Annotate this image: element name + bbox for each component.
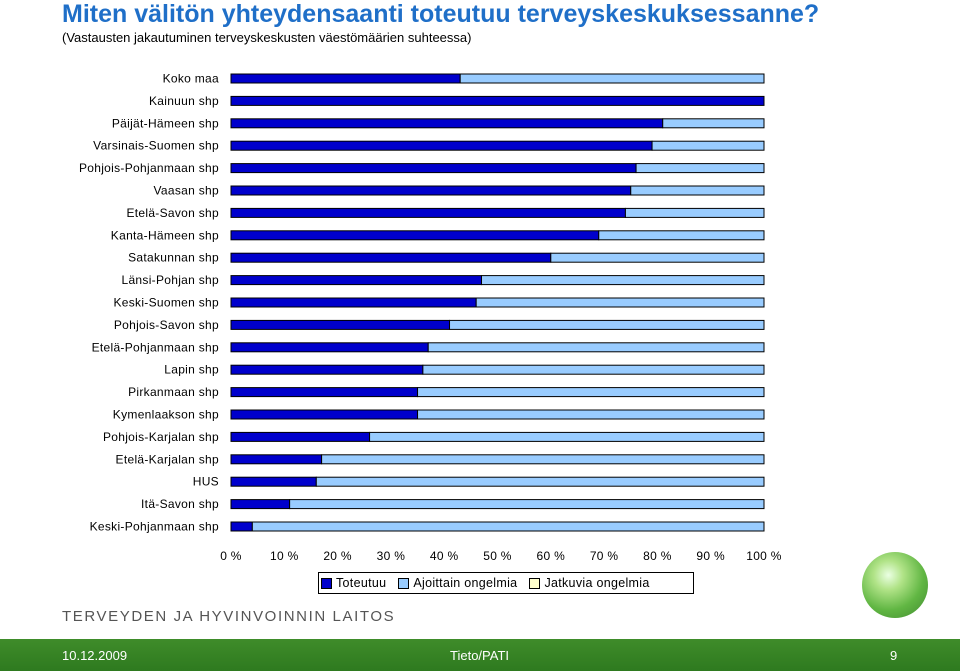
category-label: Pohjois-Savon shp xyxy=(114,318,219,332)
bar-segment-ajoittain xyxy=(449,319,765,330)
category-label: Lapin shp xyxy=(164,363,219,377)
category-label: Satakunnan shp xyxy=(128,251,219,265)
legend-item-jatkuvia: Jatkuvia ongelmia xyxy=(529,576,649,590)
bar-segment-toteutuu xyxy=(230,95,765,106)
bar-segment-toteutuu xyxy=(230,185,632,196)
bar-segment-toteutuu xyxy=(230,499,291,510)
category-label: Pohjois-Karjalan shp xyxy=(103,430,219,444)
category-label: Etelä-Karjalan shp xyxy=(116,452,219,466)
bar-segment-ajoittain xyxy=(662,118,765,129)
category-label: Vaasan shp xyxy=(154,184,220,198)
bar-segment-ajoittain xyxy=(481,275,765,286)
bar-chart: Koko maa Kainuun shp Päijät-Hämeen shp Vars… xyxy=(79,72,782,564)
globe-logo-icon xyxy=(862,552,928,618)
legend-label-toteutuu: Toteutuu xyxy=(336,576,387,590)
bar-segment-ajoittain xyxy=(422,364,765,375)
bar-segment-ajoittain xyxy=(630,185,765,196)
bar-segment-ajoittain xyxy=(289,499,765,510)
bar-segment-ajoittain xyxy=(624,207,765,218)
category-label: Keski-Pohjanmaan shp xyxy=(90,520,219,534)
footer-bar xyxy=(0,639,960,671)
bar-segment-toteutuu xyxy=(230,252,552,263)
category-label: Pirkanmaan shp xyxy=(128,385,219,399)
x-tick-label: 90 % xyxy=(696,549,725,563)
x-tick-label: 100 % xyxy=(746,549,782,563)
category-label: Länsi-Pohjan shp xyxy=(121,273,219,287)
bar-segment-toteutuu xyxy=(230,476,317,487)
legend-item-toteutuu: Toteutuu xyxy=(321,576,386,590)
category-label: Päijät-Hämeen shp xyxy=(112,116,219,130)
bar-segment-toteutuu xyxy=(230,521,253,532)
legend-label-ajoittain: Ajoittain ongelmia xyxy=(413,576,518,590)
footer-source: Tieto/PATI xyxy=(450,648,509,663)
bar-segment-toteutuu xyxy=(230,409,419,420)
category-label: Keski-Suomen shp xyxy=(113,296,219,310)
bar-segment-ajoittain xyxy=(321,454,765,465)
bar-segment-toteutuu xyxy=(230,342,429,353)
bar-segment-toteutuu xyxy=(230,163,637,174)
category-label: Kymenlaakson shp xyxy=(113,408,219,422)
bar-segment-ajoittain xyxy=(315,476,765,487)
bar-segment-toteutuu xyxy=(230,230,600,241)
bar-segment-toteutuu xyxy=(230,297,477,308)
legend-label-jatkuvia: Jatkuvia ongelmia xyxy=(544,576,650,590)
category-label: Itä-Savon shp xyxy=(141,497,219,511)
bar-segment-toteutuu xyxy=(230,454,323,465)
legend-swatch-ajoittain xyxy=(398,577,410,589)
bar-segment-ajoittain xyxy=(475,297,765,308)
bar-segment-ajoittain xyxy=(459,73,765,84)
bar-segment-toteutuu xyxy=(230,387,419,398)
bar-segment-toteutuu xyxy=(230,319,451,330)
page-number: 9 xyxy=(890,648,898,663)
x-tick-label: 70 % xyxy=(590,549,619,563)
bar-segment-toteutuu xyxy=(230,73,461,84)
category-label: Kanta-Hämeen shp xyxy=(111,228,219,242)
category-label: HUS xyxy=(193,475,219,489)
bar-segment-ajoittain xyxy=(598,230,765,241)
bar-segment-ajoittain xyxy=(251,521,765,532)
bar-segment-ajoittain xyxy=(651,140,765,151)
category-label: Kainuun shp xyxy=(149,94,219,108)
x-tick-label: 0 % xyxy=(220,549,242,563)
legend-item-ajoittain: Ajoittain ongelmia xyxy=(398,576,517,590)
bar-segment-toteutuu xyxy=(230,140,653,151)
bar-segment-ajoittain xyxy=(369,431,765,442)
bar-segment-toteutuu xyxy=(230,431,371,442)
x-tick-label: 50 % xyxy=(483,549,512,563)
bar-segment-ajoittain xyxy=(550,252,765,263)
bar-segment-ajoittain xyxy=(635,163,765,174)
legend-swatch-toteutuu xyxy=(321,577,332,589)
bar-segment-ajoittain xyxy=(417,409,765,420)
bar-segment-ajoittain xyxy=(417,387,765,398)
x-tick-label: 80 % xyxy=(643,549,672,563)
page-title: Miten välitön yhteydensaanti toteutuu te… xyxy=(62,0,820,28)
bar-segment-toteutuu xyxy=(230,207,626,218)
x-tick-label: 10 % xyxy=(270,549,299,563)
category-label: Pohjois-Pohjanmaan shp xyxy=(79,161,219,175)
bar-segment-ajoittain xyxy=(427,342,765,353)
legend-swatch-jatkuvia xyxy=(529,577,541,589)
org-logo-text: TERVEYDEN JA HYVINVOINNIN LAITOS xyxy=(62,608,396,625)
category-label: Varsinais-Suomen shp xyxy=(93,139,219,153)
category-label: Etelä-Savon shp xyxy=(126,206,219,220)
chart-legend: Toteutuu Ajoittain ongelmia Jatkuvia ong… xyxy=(318,572,694,594)
category-label: Etelä-Pohjanmaan shp xyxy=(92,340,219,354)
bar-segment-toteutuu xyxy=(230,364,424,375)
category-label: Koko maa xyxy=(163,72,219,86)
x-tick-label: 30 % xyxy=(377,549,406,563)
page-subtitle: (Vastausten jakautuminen terveyskeskuste… xyxy=(62,30,472,45)
footer-date: 10.12.2009 xyxy=(62,648,128,663)
x-tick-label: 40 % xyxy=(430,549,459,563)
bar-segment-toteutuu xyxy=(230,118,664,129)
bar-segment-toteutuu xyxy=(230,275,483,286)
x-tick-label: 60 % xyxy=(537,549,566,563)
x-tick-label: 20 % xyxy=(323,549,352,563)
